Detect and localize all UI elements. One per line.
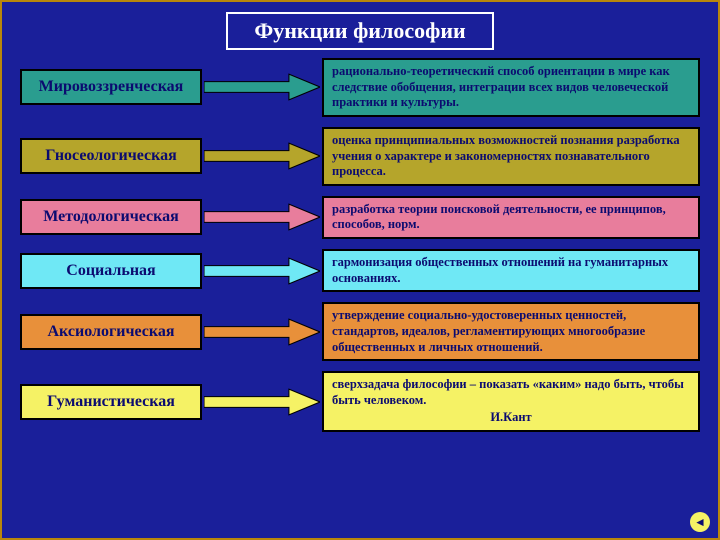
arrow-icon	[202, 251, 322, 291]
function-description-text: сверхзадача философии – показать «каким»…	[332, 377, 690, 408]
function-description: оценка принципиальных возможностей позна…	[322, 127, 700, 186]
attribution-text: И.Кант	[332, 410, 690, 426]
slide-container: Функции философии Мировоззренческая рацио…	[0, 0, 720, 540]
function-description: утверждение социально-удостоверенных цен…	[322, 302, 700, 361]
slide-title: Функции философии	[226, 12, 494, 50]
function-row: Гуманистическая сверхзадача философии – п…	[20, 371, 700, 432]
function-label: Гносеологическая	[20, 138, 202, 174]
function-label-text: Гуманистическая	[47, 393, 175, 411]
arrow-icon	[202, 197, 322, 237]
function-description-text: разработка теории поисковой деятельности…	[332, 202, 690, 233]
function-description-text: гармонизация общественных отношений на г…	[332, 255, 690, 286]
function-label: Гуманистическая	[20, 384, 202, 420]
rows-container: Мировоззренческая рационально-теоретическ…	[20, 58, 700, 432]
function-row: Аксиологическая утверждение социально-удо…	[20, 302, 700, 361]
function-row: Мировоззренческая рационально-теоретическ…	[20, 58, 700, 117]
function-row: Гносеологическая оценка принципиальных во…	[20, 127, 700, 186]
function-description-text: рационально-теоретический способ ориента…	[332, 64, 690, 111]
function-label-text: Аксиологическая	[48, 323, 175, 341]
function-label-text: Методологическая	[43, 208, 179, 226]
function-description: разработка теории поисковой деятельности…	[322, 196, 700, 239]
function-label: Социальная	[20, 253, 202, 289]
function-description: рационально-теоретический способ ориента…	[322, 58, 700, 117]
function-description: гармонизация общественных отношений на г…	[322, 249, 700, 292]
arrow-icon	[202, 382, 322, 422]
slide-title-text: Функции философии	[254, 18, 465, 43]
chevron-left-icon: ◄	[694, 515, 706, 530]
function-description-text: утверждение социально-удостоверенных цен…	[332, 308, 690, 355]
function-label-text: Гносеологическая	[45, 147, 177, 165]
function-label-text: Мировоззренческая	[39, 78, 184, 96]
function-description: сверхзадача философии – показать «каким»…	[322, 371, 700, 432]
function-label-text: Социальная	[66, 262, 155, 280]
arrow-icon	[202, 136, 322, 176]
function-description-text: оценка принципиальных возможностей позна…	[332, 133, 690, 180]
function-label: Аксиологическая	[20, 314, 202, 350]
function-row: Социальная гармонизация общественных отно…	[20, 249, 700, 292]
arrow-icon	[202, 312, 322, 352]
nav-prev-button[interactable]: ◄	[690, 512, 710, 532]
function-label: Мировоззренческая	[20, 69, 202, 105]
arrow-icon	[202, 67, 322, 107]
function-row: Методологическая разработка теории поиско…	[20, 196, 700, 239]
function-label: Методологическая	[20, 199, 202, 235]
